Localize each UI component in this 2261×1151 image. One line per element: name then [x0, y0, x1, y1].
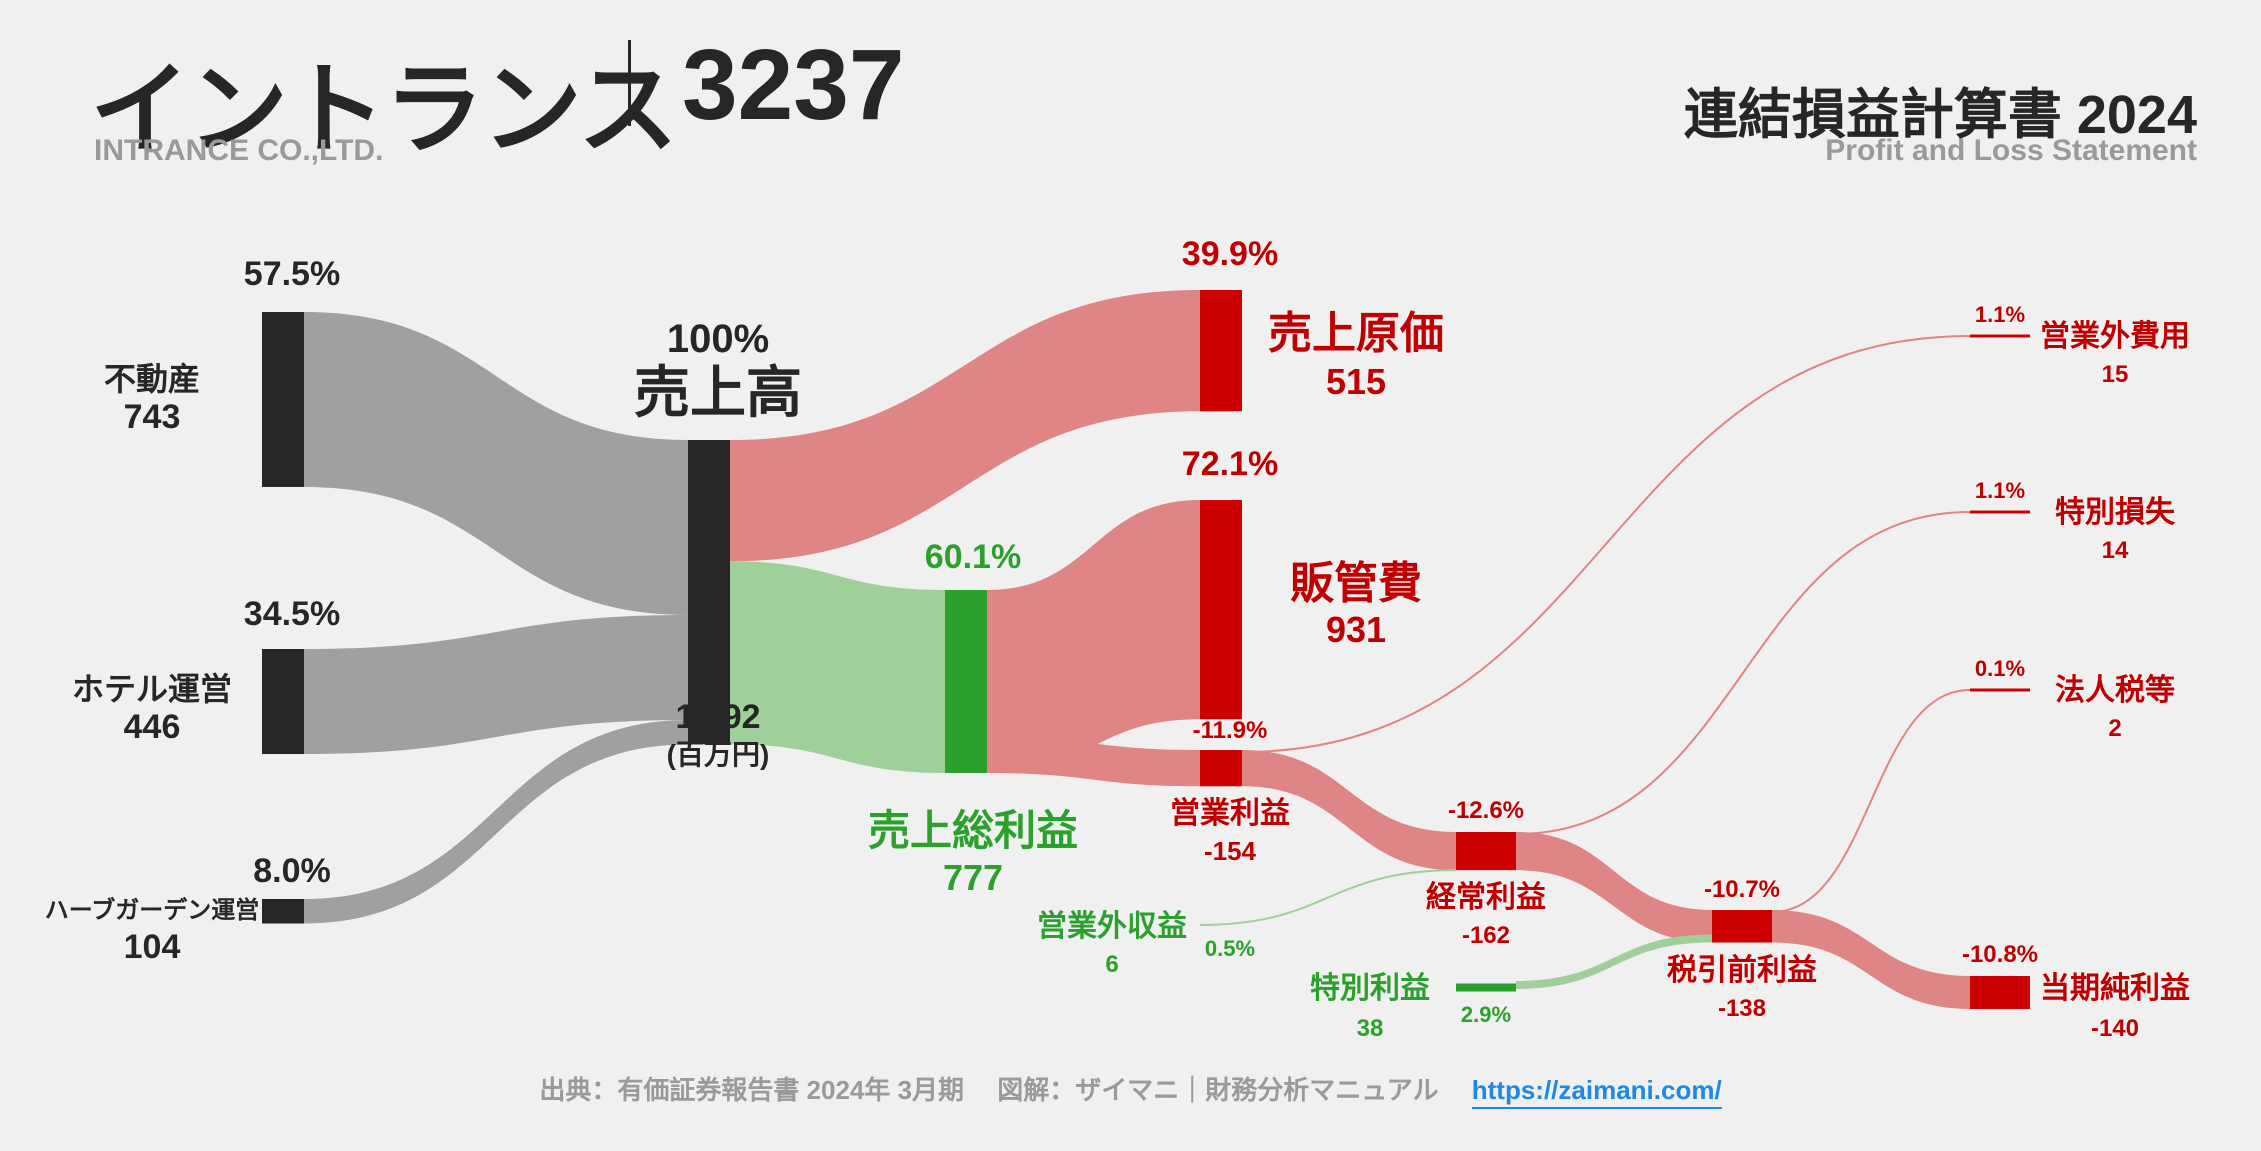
node-revenue	[688, 440, 730, 745]
link-gross-op	[987, 736, 1200, 787]
node-value-sp_gain: 38	[1357, 1015, 1384, 1042]
node-pct-op: -11.9%	[1193, 717, 1268, 744]
statement-title-en: Profit and Loss Statement	[1825, 134, 2197, 167]
node-pct-nonop_exp: 1.1%	[1975, 302, 2025, 327]
node-herb	[262, 899, 304, 924]
node-fudosan	[262, 312, 304, 487]
statement-title: 連結損益計算書 2024	[1683, 85, 2197, 145]
node-tax	[1970, 688, 2030, 692]
node-label-sp_loss: 特別損失	[2055, 496, 2176, 529]
node-pct-revenue: 100%	[667, 317, 769, 361]
link-fudosan-revenue	[304, 312, 688, 615]
link-gross-sga	[987, 500, 1200, 773]
link-nonop_inc-ordinary	[1199, 869, 1457, 926]
node-ordinary	[1456, 832, 1516, 871]
sankey-links	[304, 290, 1971, 1009]
node-gross	[945, 590, 987, 773]
node-pct-nonop_inc: 0.5%	[1205, 936, 1255, 961]
node-sga	[1200, 500, 1242, 720]
link-herb-revenue	[304, 720, 688, 924]
node-value-sga: 931	[1326, 609, 1386, 650]
company-code: 3237	[682, 29, 905, 141]
footer-link[interactable]: https://zaimani.com/	[1471, 1075, 1722, 1109]
node-value-fudosan: 743	[124, 398, 181, 436]
node-pct-hotel: 34.5%	[244, 595, 340, 633]
link-ordinary-sp_loss	[1515, 511, 1971, 835]
node-value-net: -140	[2091, 1015, 2139, 1042]
node-cogs	[1200, 290, 1242, 412]
node-value-revenue: 1,292	[675, 698, 760, 736]
node-value-sp_loss: 14	[2102, 537, 2129, 564]
title-divider	[628, 40, 631, 126]
link-revenue-cogs	[730, 290, 1200, 562]
node-value-pretax: -138	[1718, 995, 1766, 1022]
link-pretax-net	[1772, 910, 1970, 1009]
node-label-nonop_exp: 営業外費用	[2040, 320, 2190, 353]
link-revenue-gross	[730, 561, 945, 773]
node-value-herb: 104	[124, 928, 181, 966]
node-nonop_exp	[1970, 334, 2030, 338]
link-hotel-revenue	[304, 614, 688, 755]
company-name: イントランス	[90, 54, 678, 166]
node-sp_gain	[1456, 983, 1516, 992]
node-label-ordinary: 経常利益	[1426, 880, 1546, 914]
link-op-ordinary	[1242, 750, 1456, 871]
node-pct-tax: 0.1%	[1975, 656, 2025, 681]
node-net	[1970, 976, 2030, 1009]
node-value-nonop_exp: 15	[2102, 361, 2129, 388]
unit-label: (百万円)	[667, 739, 770, 770]
footer-source: 出典：有価証券報告書 2024年 3月期 図解：ザイマニ｜財務分析マニュアル	[539, 1075, 1439, 1105]
node-pct-gross: 60.1%	[925, 538, 1021, 576]
node-value-gross: 777	[943, 857, 1003, 898]
node-label-revenue: 売上高	[634, 361, 802, 424]
node-value-nonop_inc: 6	[1105, 951, 1118, 978]
node-value-cogs: 515	[1326, 361, 1386, 402]
node-label-sga: 販管費	[1290, 559, 1422, 608]
node-pct-sp_gain: 2.9%	[1461, 1002, 1511, 1027]
node-label-cogs: 売上原価	[1268, 309, 1444, 358]
sankey-nodes	[262, 290, 2030, 1009]
node-label-sp_gain: 特別利益	[1310, 972, 1430, 1005]
node-label-tax: 法人税等	[2055, 673, 2175, 707]
node-pretax	[1712, 910, 1772, 943]
company-name-en: INTRANCE CO.,LTD.	[94, 134, 384, 167]
node-label-net: 当期純利益	[2040, 971, 2190, 1005]
node-hotel	[262, 649, 304, 755]
node-pct-ordinary: -12.6%	[1448, 797, 1524, 824]
node-value-ordinary: -162	[1462, 922, 1510, 949]
node-pct-net: -10.8%	[1962, 941, 2038, 968]
node-op	[1200, 750, 1242, 787]
node-label-op: 営業利益	[1170, 797, 1290, 830]
node-label-fudosan: 不動産	[104, 361, 200, 397]
node-value-op: -154	[1204, 836, 1257, 866]
node-pct-cogs: 39.9%	[1182, 235, 1278, 273]
link-pretax-tax	[1771, 689, 1971, 913]
node-value-tax: 2	[2108, 715, 2121, 742]
node-pct-sp_loss: 1.1%	[1975, 478, 2025, 503]
node-pct-fudosan: 57.5%	[244, 255, 340, 293]
node-value-hotel: 446	[124, 708, 181, 746]
node-pct-herb: 8.0%	[253, 852, 331, 890]
node-sp_loss	[1970, 510, 2030, 514]
node-pct-sga: 72.1%	[1182, 445, 1278, 483]
link-sp_gain-pretax	[1516, 934, 1712, 989]
node-label-gross: 売上総利益	[868, 807, 1078, 854]
node-label-pretax: 税引前利益	[1667, 954, 1817, 987]
link-op-nonop_exp	[1241, 335, 1971, 753]
link-ordinary-pretax	[1516, 832, 1712, 943]
node-label-nonop_inc: 営業外収益	[1037, 910, 1187, 943]
node-label-herb: ハーブガーデン運営	[45, 896, 260, 924]
footer: 出典：有価証券報告書 2024年 3月期 図解：ザイマニ｜財務分析マニュアル h…	[0, 1070, 2261, 1109]
node-label-hotel: ホテル運営	[72, 671, 232, 707]
node-pct-pretax: -10.7%	[1704, 876, 1780, 903]
